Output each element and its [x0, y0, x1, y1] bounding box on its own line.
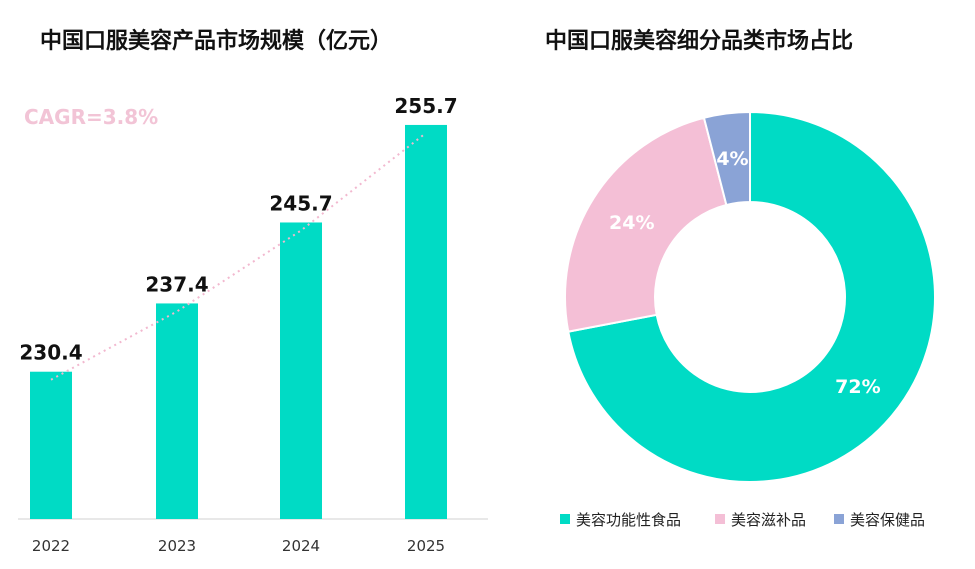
legend-swatch — [560, 514, 570, 524]
bar-value-label: 255.7 — [394, 94, 457, 118]
cagr-annotation: CAGR=3.8% — [24, 105, 158, 129]
donut-slice-0 — [567, 110, 936, 483]
bar-value-label: 230.4 — [19, 341, 82, 365]
donut-chart-title: 中国口服美容细分品类市场占比 — [545, 28, 853, 54]
bar-2025 — [405, 124, 447, 519]
legend-label: 美容功能性食品 — [576, 511, 681, 529]
slice-percent-label: 72% — [835, 376, 880, 398]
bar-value-label: 245.7 — [269, 191, 332, 215]
x-tick-label: 2022 — [32, 537, 70, 555]
legend-swatch — [834, 514, 844, 524]
x-tick-label: 2023 — [158, 537, 196, 555]
donut-slice-1 — [564, 116, 728, 333]
slice-percent-label: 24% — [609, 212, 654, 234]
x-tick-label: 2024 — [282, 537, 320, 555]
legend-label: 美容保健品 — [850, 511, 925, 529]
bar-2023 — [156, 303, 198, 519]
cagr-trendline — [50, 132, 427, 381]
bar-value-label: 237.4 — [145, 272, 208, 296]
legend-swatch — [715, 514, 725, 524]
x-tick-label: 2025 — [407, 537, 445, 555]
donut-slice-2 — [702, 110, 751, 207]
slice-percent-label: 4% — [716, 148, 748, 170]
bar-2022 — [30, 371, 72, 519]
legend-label: 美容滋补品 — [731, 511, 806, 529]
bar-chart-title: 中国口服美容产品市场规模（亿元） — [40, 28, 392, 54]
bar-2024 — [280, 222, 322, 519]
